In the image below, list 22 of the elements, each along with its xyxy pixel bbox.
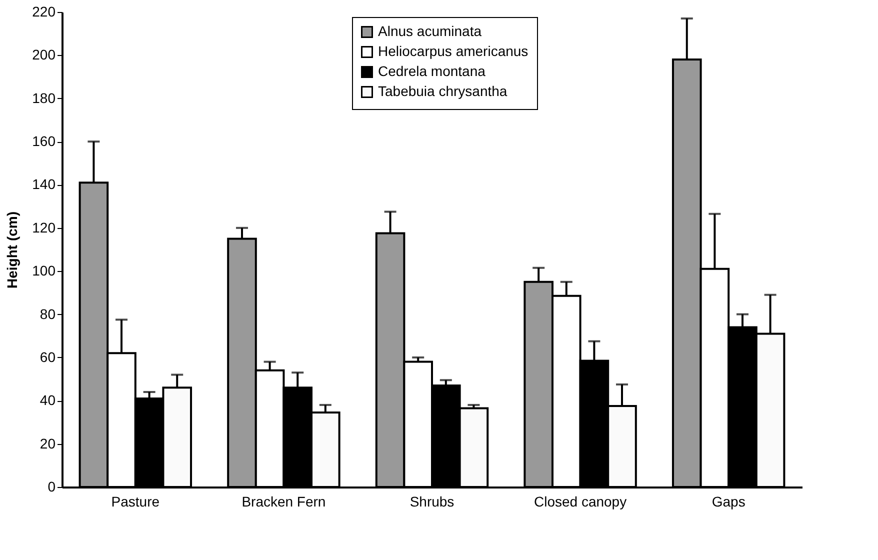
x-tick-label: Shrubs [410,494,454,510]
legend-label: Cedrela montana [378,63,486,79]
y-axis-title: Height (cm) [4,212,20,288]
y-tick-label: 100 [32,262,56,279]
y-tick-label: 20 [40,435,56,452]
y-tick-label: 180 [32,90,56,106]
y-tick-label: 60 [40,348,56,365]
y-tick-label: 120 [32,219,56,236]
y-tick-label: 200 [32,46,56,63]
legend-label: Alnus acuminata [378,23,482,39]
legend-label: Tabebuia chrysantha [378,83,508,99]
y-tick-label: 160 [32,133,56,150]
y-tick-label: 0 [48,478,56,494]
x-tick-label: Bracken Fern [242,494,326,510]
y-tick-label: 140 [32,176,56,192]
x-tick-label: Pasture [111,494,160,510]
y-tick-label: 40 [40,392,56,408]
y-tick-label: 220 [32,4,56,20]
x-tick-label: Gaps [712,494,746,510]
legend-label: Heliocarpus americanus [378,43,528,59]
y-tick-label: 80 [40,306,56,322]
x-tick-label: Closed canopy [534,494,627,510]
